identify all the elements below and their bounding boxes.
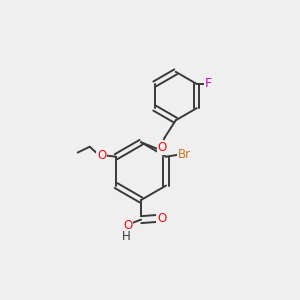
Text: O: O [157,212,167,225]
Text: Br: Br [178,148,191,161]
Text: O: O [158,141,167,154]
Text: O: O [97,149,106,162]
Text: H: H [122,230,131,243]
Text: O: O [123,219,132,232]
Text: F: F [205,77,212,90]
